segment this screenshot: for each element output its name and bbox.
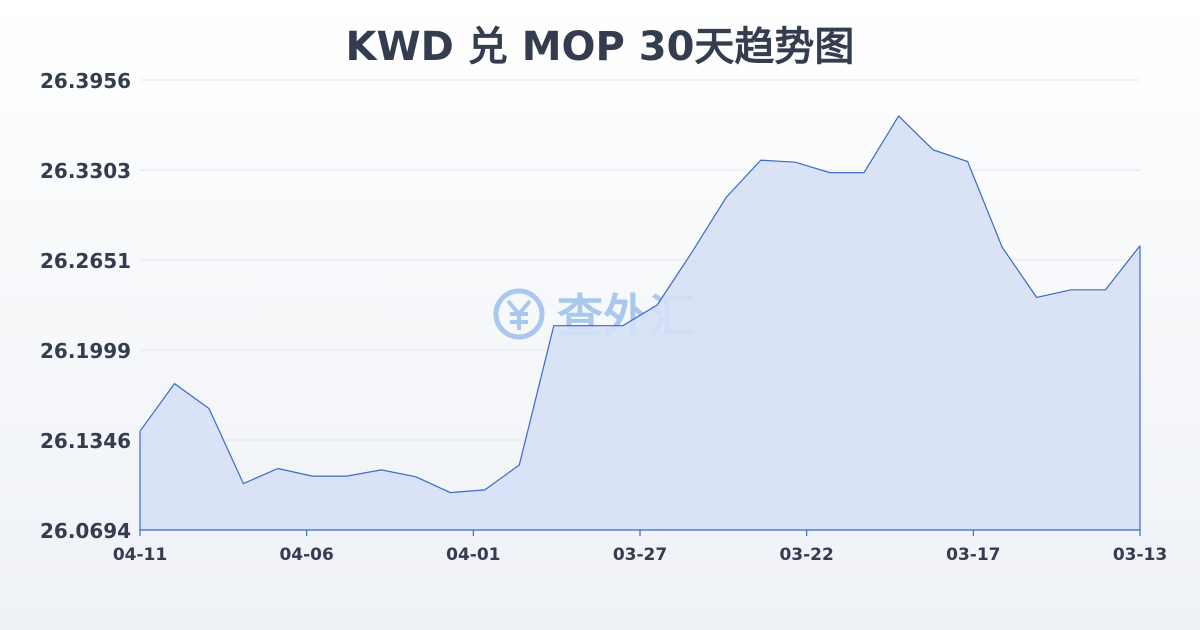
x-axis: 04-11 04-06 04-01 03-27 03-22 03-17 03-13 xyxy=(113,529,1167,565)
x-tick-label: 03-17 xyxy=(946,545,1000,565)
x-tick-label: 03-27 xyxy=(613,545,667,565)
y-tick-label: 26.2651 xyxy=(40,249,131,273)
chart-title: KWD 兑 MOP 30天趋势图 xyxy=(345,24,855,70)
area-fill xyxy=(140,116,1140,530)
x-tick-label: 03-22 xyxy=(779,545,833,565)
series-area xyxy=(139,115,1141,530)
x-tick-label: 04-11 xyxy=(113,545,167,565)
x-tick-label: 04-06 xyxy=(279,545,333,565)
y-tick-label: 26.3956 xyxy=(40,69,131,93)
y-tick-label: 26.3303 xyxy=(40,159,131,183)
series-line xyxy=(139,115,1141,494)
y-tick-label: 26.0694 xyxy=(40,519,131,543)
y-tick-label: 26.1999 xyxy=(40,339,131,363)
x-tick-label: 04-01 xyxy=(446,545,500,565)
y-axis: 26.3956 26.3303 26.2651 26.1999 26.1346 26.06… xyxy=(40,69,131,543)
x-tick-label: 03-13 xyxy=(1113,545,1167,565)
yen-exchange-icon xyxy=(493,288,545,340)
y-tick-label: 26.1346 xyxy=(40,429,131,453)
